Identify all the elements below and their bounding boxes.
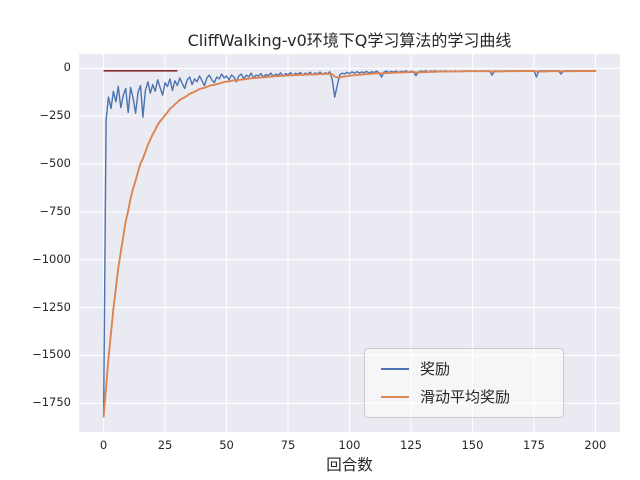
plot-canvas — [79, 54, 620, 432]
legend: 奖励 滑动平均奖励 — [364, 348, 564, 418]
x-tick-label: 125 — [399, 438, 422, 452]
legend-item-moving-average: 滑动平均奖励 — [381, 388, 547, 406]
chart-title: CliffWalking-v0环境下Q学习算法的学习曲线 — [187, 31, 512, 50]
legend-label-reward: 奖励 — [420, 360, 451, 378]
y-tick-label: −1750 — [32, 395, 71, 410]
y-tick-label: −250 — [39, 108, 71, 123]
x-axis-label: 回合数 — [326, 456, 373, 474]
y-tick-label: −1500 — [32, 347, 71, 362]
y-tick-label: −1000 — [32, 251, 71, 266]
x-tick-label: 75 — [280, 438, 296, 452]
x-tick-label: 200 — [584, 438, 607, 452]
legend-item-reward: 奖励 — [381, 360, 547, 378]
x-tick-label: 50 — [219, 438, 234, 452]
plot-area: 奖励 滑动平均奖励 — [79, 54, 620, 432]
x-tick-label: 25 — [157, 438, 173, 452]
moving-average-line-swatch — [381, 396, 409, 398]
y-tick-label: −750 — [39, 203, 71, 218]
reward-line-swatch — [381, 368, 409, 370]
y-tick-label: −1250 — [32, 299, 71, 314]
x-tick-label: 175 — [522, 438, 545, 452]
x-tick-label: 100 — [338, 438, 361, 452]
y-tick-label: 0 — [63, 60, 71, 75]
x-tick-label: 150 — [461, 438, 484, 452]
y-tick-label: −500 — [39, 156, 71, 171]
x-tick-label: 0 — [99, 438, 108, 452]
legend-label-moving-average: 滑动平均奖励 — [420, 388, 511, 406]
